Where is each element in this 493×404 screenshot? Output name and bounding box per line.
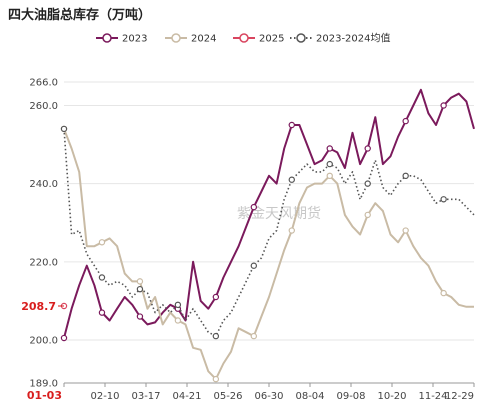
axis-layer: 266.0 260.0 240.0 220.0 200.0 189.0 02-10 03-17… — [29, 78, 475, 402]
x-tick-label: 09-08 — [336, 391, 365, 402]
series-line-3 — [63, 128, 475, 337]
x-tick-label: 04-21 — [172, 391, 201, 402]
data-point — [402, 227, 409, 234]
data-point — [174, 301, 182, 309]
data-point — [288, 227, 295, 234]
x-tick-label: 03-17 — [131, 391, 160, 402]
data-point — [288, 176, 295, 183]
legend-swatch-marker — [171, 33, 181, 43]
data-point — [440, 102, 447, 109]
data-point — [136, 278, 144, 285]
pointer-layer: 208.7 01-03 — [16, 296, 64, 402]
legend-label: 2024 — [191, 34, 216, 45]
data-point — [98, 309, 106, 316]
data-point — [288, 121, 295, 129]
data-point — [212, 375, 220, 383]
data-point — [440, 289, 447, 297]
data-point — [402, 172, 409, 180]
data-point — [250, 262, 258, 269]
legend-swatch-marker — [296, 33, 306, 43]
y-tick-label: 240.0 — [29, 179, 58, 190]
data-point — [98, 274, 106, 281]
x-tick-label: 06-30 — [254, 391, 283, 402]
series-layer — [60, 88, 475, 383]
x-tick-label: 08-04 — [295, 391, 324, 402]
x-tick-label: 05-26 — [213, 391, 242, 402]
data-point — [60, 125, 68, 133]
data-point — [364, 211, 371, 219]
data-point — [326, 145, 333, 152]
x-tick-label: 02-10 — [90, 391, 119, 402]
y-tick-label: 189.0 — [29, 379, 58, 390]
grid-layer — [64, 81, 474, 384]
pointer-date-label: 01-03 — [27, 389, 62, 402]
legend-swatch-marker — [239, 33, 249, 43]
x-tick-label: 12-29 — [445, 391, 474, 402]
data-point — [440, 196, 447, 203]
y-tick-label: 220.0 — [29, 257, 58, 268]
data-point — [136, 313, 144, 320]
data-point — [326, 172, 333, 180]
data-point — [174, 317, 182, 324]
legend-label: 2025 — [259, 34, 284, 45]
y-tick-label: 200.0 — [29, 336, 58, 347]
legend: 2023 2024 2025 2023-2024均值 — [96, 32, 391, 45]
data-point — [60, 334, 68, 342]
watermark-text: 紫金天风期货 — [237, 205, 321, 222]
data-point — [250, 203, 258, 211]
data-point — [364, 145, 371, 152]
y-tick-label: 266.0 — [29, 78, 58, 89]
data-point — [98, 239, 106, 246]
pointer-value-box — [16, 296, 60, 314]
data-point — [212, 293, 220, 301]
x-tick-label: 10-20 — [377, 391, 406, 402]
data-point — [212, 332, 220, 340]
chart-title: 四大油脂总库存（万吨） — [8, 8, 152, 23]
data-point — [402, 117, 409, 125]
series-line-1 — [63, 128, 474, 381]
pointer-value-label: 208.7 — [21, 300, 56, 313]
data-point — [136, 285, 144, 293]
watermark-layer: 紫金天风期货 — [237, 205, 321, 222]
data-point — [250, 332, 258, 340]
y-tick-label: 260.0 — [29, 101, 58, 112]
legend-label: 2023-2024均值 — [316, 32, 391, 45]
legend-swatch-marker — [102, 33, 112, 43]
data-point — [364, 180, 371, 187]
x-tick-label: 11-24 — [418, 391, 447, 402]
legend-label: 2023 — [122, 34, 147, 45]
data-point — [326, 160, 333, 168]
